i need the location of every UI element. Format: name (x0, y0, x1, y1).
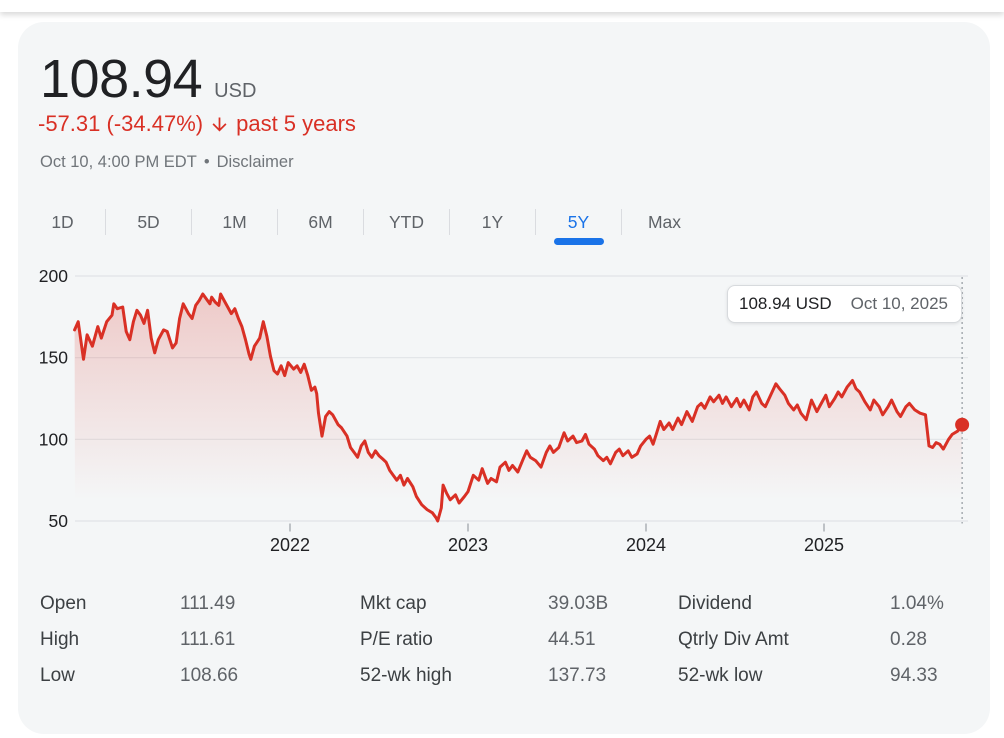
stat-label: Mkt cap (360, 593, 427, 614)
x-axis-label: 2024 (626, 535, 666, 555)
stat-label: 52-wk low (678, 665, 763, 686)
y-axis-label: 100 (39, 429, 68, 449)
quote-meta: Oct 10, 4:00 PM EDT • Disclaimer (40, 153, 294, 172)
dot-separator: • (203, 153, 210, 171)
time-range-tabs: 1D 5D 1M 6M YTD 1Y 5Y Max (20, 202, 707, 242)
stock-summary-card: 108.94 USD -57.31 (-34.47%) past 5 years… (18, 22, 990, 734)
quote-timestamp: Oct 10, 4:00 PM EDT (40, 153, 197, 171)
tab-6m[interactable]: 6M (308, 212, 333, 232)
stat-value: 44.51 (548, 629, 596, 650)
price-header: 108.94 USD (40, 46, 256, 114)
chart-tooltip: 108.94 USD Oct 10, 2025 (727, 285, 962, 323)
stat-value: 1.04% (890, 593, 944, 614)
y-axis-label: 50 (49, 511, 69, 531)
tab-divider (449, 209, 450, 235)
stat-label: High (40, 629, 80, 650)
stat-value: 94.33 (890, 665, 938, 686)
page-top-shadow (0, 0, 1004, 12)
x-axis-label: 2025 (804, 535, 844, 555)
price-value: 108.94 (40, 49, 203, 109)
tab-5d[interactable]: 5D (137, 212, 160, 232)
current-price-dot (955, 417, 970, 432)
stat-value: 39.03B (548, 593, 609, 614)
price-currency: USD (214, 80, 257, 102)
tab-divider (621, 209, 622, 235)
tab-5y[interactable]: 5Y (536, 202, 621, 242)
stat-value: 111.49 (180, 593, 236, 614)
tab-max[interactable]: Max (647, 212, 682, 232)
change-period: past 5 years (236, 111, 356, 136)
price-area-fill (74, 294, 963, 524)
stat-label: Qtrly Div Amt (678, 629, 789, 650)
tab-divider (363, 209, 364, 235)
stat-value: 0.28 (890, 629, 927, 650)
stat-label: Open (40, 593, 87, 614)
change-amount: -57.31 (-34.47%) (38, 111, 204, 136)
tab-divider (105, 209, 106, 235)
tab-divider (191, 209, 192, 235)
arrow-down-icon (212, 117, 227, 131)
stat-value: 108.66 (180, 665, 239, 686)
x-axis-label: 2022 (270, 535, 310, 555)
stat-label: P/E ratio (360, 629, 433, 650)
price-line (73, 292, 964, 523)
disclaimer-link[interactable]: Disclaimer (216, 153, 294, 171)
stat-value: 137.73 (548, 665, 607, 686)
price-change: -57.31 (-34.47%) past 5 years (38, 111, 356, 137)
tab-ytd[interactable]: YTD (389, 212, 424, 232)
stat-label: Low (40, 665, 75, 686)
tab-1d[interactable]: 1D (51, 212, 74, 232)
y-axis-label: 200 (39, 266, 68, 286)
tooltip-price: 108.94 USD (739, 294, 832, 313)
tooltip-date: Oct 10, 2025 (850, 294, 948, 313)
stat-label: 52-wk high (360, 665, 452, 686)
stat-label: Dividend (678, 593, 752, 614)
x-axis-label: 2023 (448, 535, 488, 555)
stat-value: 111.61 (180, 629, 236, 650)
tab-1y[interactable]: 1Y (481, 212, 504, 232)
tab-divider (277, 209, 278, 235)
y-axis-label: 150 (39, 348, 68, 368)
tab-1m[interactable]: 1M (222, 212, 247, 232)
